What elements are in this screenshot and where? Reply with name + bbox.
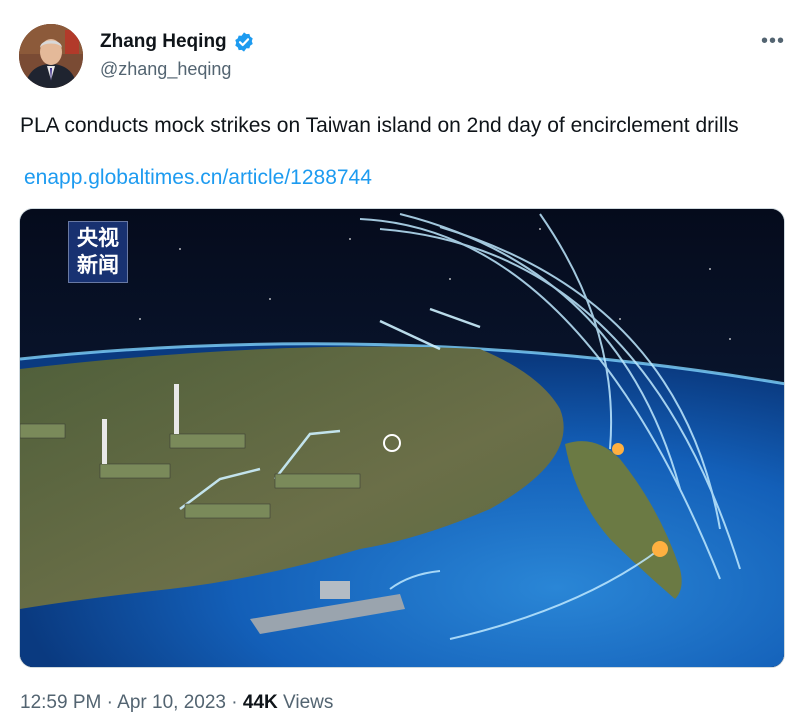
tweet-date[interactable]: Apr 10, 2023 [117, 692, 226, 713]
more-options-button[interactable]: ••• [756, 26, 790, 56]
meta-separator: · [106, 692, 113, 713]
tweet-text: PLA conducts mock strikes on Taiwan isla… [20, 114, 739, 137]
cctv-news-logo: 央视 新闻 [68, 221, 128, 283]
logo-line-2: 新闻 [77, 253, 119, 277]
more-horizontal-icon: ••• [760, 30, 785, 52]
avatar-image [19, 24, 83, 88]
tweet-time[interactable]: 12:59 PM [20, 692, 102, 713]
logo-line-1: 央视 [77, 226, 119, 250]
author-name-row[interactable]: Zhang Heqing [100, 31, 255, 53]
verified-badge-icon [234, 32, 253, 52]
media-scene [20, 209, 784, 667]
meta-separator: · [231, 692, 238, 713]
article-link[interactable]: enapp.globaltimes.cn/article/1288744 [24, 166, 372, 189]
tweet-media-image[interactable]: 央视 新闻 [19, 208, 785, 668]
avatar[interactable] [19, 24, 83, 88]
author-name[interactable]: Zhang Heqing [100, 31, 227, 52]
author-handle[interactable]: @zhang_heqing [100, 59, 232, 79]
views-label: Views [283, 692, 334, 713]
tweet-metadata: 12:59 PM · Apr 10, 2023 · 44K Views [20, 692, 333, 714]
views-count: 44K [242, 692, 278, 713]
